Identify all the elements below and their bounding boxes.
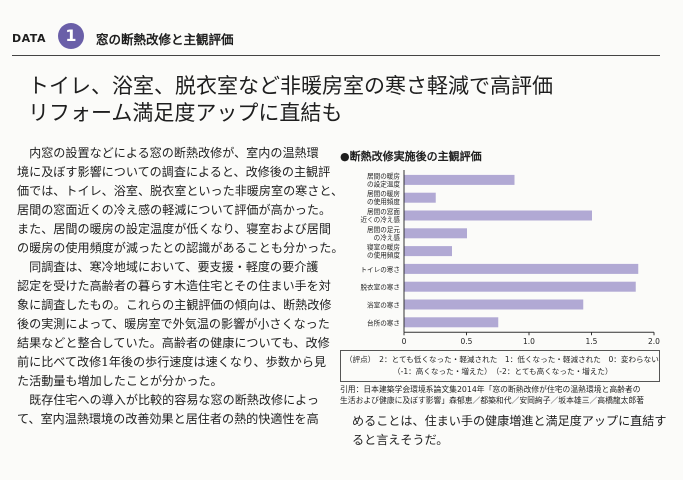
body-line: の暖房の使用頻度が減ったとの認識があることも分かった。 [17,241,344,255]
chart-bar [404,228,467,239]
category-label: 居間の窓面 [367,207,400,216]
body-line: て、室内温熱環境の改善効果と居住者の熱的快適性を高 [17,412,319,426]
category-label: 浴室の寒さ [367,301,400,310]
category-label: の使用頻度 [367,251,400,260]
x-tick-label: 2.0 [648,337,660,346]
chart-bar [404,192,436,203]
body-line: 価では、トイレ、浴室、脱衣室といった非暖房室の寒さと、 [17,184,344,198]
chart-bar [404,281,636,292]
legend-row-2: （-1：高くなった・増えた） （-2：とても高くなった・増えた） [393,367,613,376]
data-number-badge: 1 [58,23,84,49]
category-label: の設定温度 [367,179,400,188]
category-label: 居間の暖房 [367,189,400,198]
category-label: の使用頻度 [367,197,400,206]
category-label: の冷え感 [374,233,401,242]
body-line: 既存住宅への導入が比較的容易な窓の断熱改修によっ [17,393,319,407]
header-divider [12,55,660,56]
chart-bar [404,317,499,328]
body-line: た活動量も増加したことが分かった。 [17,374,223,388]
category-label: 近くの冷え感 [360,215,400,224]
body-text-left-column: 内窓の設置などによる窓の断熱改修が、室内の温熱環 境に及ぼす影響についての調査によ… [17,144,344,429]
chart-title: ●断熱改修実施後の主観評価 [340,150,482,163]
chart-bar [404,263,639,274]
body-line: 内窓の設置などによる窓の断熱改修が、室内の温熱環 [17,146,319,160]
category-label: トイレの寒さ [360,265,400,274]
body-line: 前に比べて改修1年後の歩行速度は速くなり、歩数から見 [17,355,327,369]
category-label: 居間の暖房 [367,171,400,180]
score-legend: （評点） 2：とても低くなった・軽減された 1：低くなった・軽減された 0：変わ… [340,350,660,382]
body-line: また、居間の暖房の設定温度が低くなり、寝室および居間 [17,222,331,236]
x-tick-label: 1.5 [586,337,598,346]
citation: 引用：日本建築学会環境系論文集2014年「窓の断熱改修が住宅の温熱環境と高齢者の… [340,384,666,406]
category-label: 脱衣室の寒さ [360,283,400,292]
headline-line-2: リフォーム満足度アップに直結も [28,101,343,125]
body-line: 後の実測によって、暖房室で外気温の影響が小さくなった [17,317,330,331]
chart-bar [404,210,592,221]
legend-row-1: （評点） 2：とても低くなった・軽減された 1：低くなった・軽減された 0：変わ… [345,355,659,364]
body-line: 認定を受けた高齢者の暮らす木造住宅とその住まい手を対 [17,279,331,293]
body-line: 象に調査したもの。これらの主観評価の傾向は、断熱改修 [17,298,332,312]
category-label: 台所の寒さ [367,318,400,327]
x-tick-label: 0.5 [461,337,473,346]
chart-bar [404,174,515,185]
category-label: 寝室の暖房 [367,243,400,252]
body-line: 境に及ぼす影響についての調査によると、改修後の主観評 [17,165,331,179]
body-line: ると言えそうだ。 [352,433,449,447]
evaluation-bar-chart: 居間の暖房の設定温度居間の暖房の使用頻度居間の窓面近くの冷え感居間の足元の冷え感… [360,170,660,346]
section-title: 窓の断熱改修と主観評価 [96,32,234,47]
body-line: 同調査は、寒冷地域において、要支援・軽度の要介護 [17,260,319,274]
citation-line-1: 引用：日本建築学会環境系論文集2014年「窓の断熱改修が住宅の温熱環境と高齢者の [340,385,641,394]
x-tick-label: 0 [402,337,407,346]
data-label: DATA [12,32,46,45]
x-tick-label: 1.0 [523,337,535,346]
headline-line-1: トイレ、浴室、脱衣室など非暖房室の寒さ軽減で高評価 [28,74,553,98]
category-label: 居間の足元 [367,226,400,234]
body-line: 結果などと整合していた。高齢者の健康についても、改修 [17,336,330,350]
body-line: 居間の窓面近くの冷え感の軽減について評価が高かった。 [17,203,332,217]
chart-bar [404,299,584,310]
body-line: めることは、住まい手の健康増進と満足度アップに直結す [352,414,667,428]
body-text-right-column: めることは、住まい手の健康増進と満足度アップに直結す ると言えそうだ。 [352,412,666,450]
chart-bar [404,246,452,257]
citation-line-2: 生活および健康に及ぼす影響」森郁恵／都築和代／安岡絢子／坂本雄三／高橋龍太郎著 [340,396,645,405]
